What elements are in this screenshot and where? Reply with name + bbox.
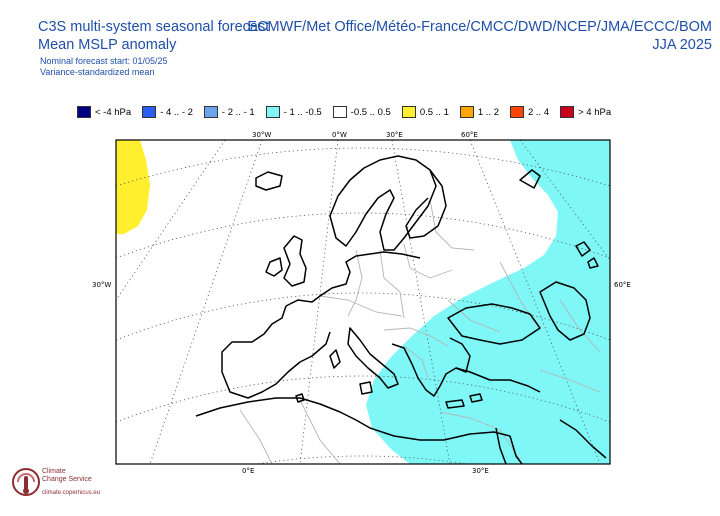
legend-item: > 4 hPa xyxy=(560,106,611,118)
header-subtitle: Nominal forecast start: 01/05/25 Varianc… xyxy=(40,56,168,78)
legend-swatch xyxy=(560,106,575,118)
coastlines xyxy=(195,155,607,464)
legend-item: - 2 .. - 1 xyxy=(203,106,255,118)
legend-label: -0.5 .. 0.5 xyxy=(350,106,391,118)
legend-label: > 4 hPa xyxy=(578,106,612,118)
color-legend: < -4 hPa - 4 .. - 2 - 2 .. - 1 - 1 .. -0.5 -… xyxy=(77,105,622,119)
copernicus-logo xyxy=(12,468,40,496)
tick-top-1: 30°W xyxy=(252,131,272,139)
legend-swatch xyxy=(401,106,416,118)
legend-label: 0.5 .. 1 xyxy=(419,106,449,118)
legend-swatch xyxy=(265,106,280,118)
legend-label: - 1 .. -0.5 xyxy=(283,106,322,118)
anomaly-region-west xyxy=(116,140,150,234)
season-label: JJA 2025 xyxy=(652,37,712,53)
tick-top-3: 30°E xyxy=(386,131,403,139)
systems-list: ECMWF/Met Office/Météo-France/CMCC/DWD/N… xyxy=(247,19,712,35)
legend-swatch xyxy=(459,106,474,118)
header-right: ECMWF/Met Office/Météo-France/CMCC/DWD/N… xyxy=(247,18,712,54)
legend-swatch xyxy=(203,106,218,118)
tick-left: 30°W xyxy=(92,281,112,289)
country-borders xyxy=(239,199,601,464)
legend-label: 1 .. 2 xyxy=(477,106,499,118)
legend-item: -0.5 .. 0.5 xyxy=(332,106,391,118)
title-line-1: C3S multi-system seasonal forecast xyxy=(38,19,270,35)
legend-label: - 2 .. - 1 xyxy=(221,106,255,118)
tick-bottom-1: 0°E xyxy=(242,467,255,475)
legend-swatch xyxy=(332,106,347,118)
tick-top-4: 60°E xyxy=(461,131,478,139)
logo-name-line-2: Change Service xyxy=(42,476,92,483)
tick-top-2: 0°W xyxy=(332,131,347,139)
legend-label: - 4 .. - 2 xyxy=(160,106,193,118)
logo-url: climate.copernicus.eu xyxy=(42,490,101,496)
legend-item: 0.5 .. 1 xyxy=(401,106,449,118)
subtitle-line-2: Variance-standardized mean xyxy=(40,67,155,77)
map-frame xyxy=(115,139,611,465)
legend-swatch xyxy=(510,106,524,118)
climate-logo-icon xyxy=(12,468,40,496)
logo-name: Climate Change Service xyxy=(42,468,92,484)
legend-item: 2 .. 4 xyxy=(510,106,549,118)
legend-swatch xyxy=(77,106,91,118)
legend-label: < -4 hPa xyxy=(95,106,132,118)
logo-name-line-1: Climate xyxy=(42,468,66,475)
tick-bottom-2: 30°E xyxy=(472,467,489,475)
title-line-2: Mean MSLP anomaly xyxy=(38,37,177,53)
legend-swatch xyxy=(142,106,157,118)
legend-item: < -4 hPa xyxy=(77,106,131,118)
subtitle-line-1: Nominal forecast start: 01/05/25 xyxy=(40,56,168,66)
graticule xyxy=(116,140,610,464)
legend-item: 1 .. 2 xyxy=(459,106,499,118)
legend-item: - 4 .. - 2 xyxy=(142,106,193,118)
header-title: C3S multi-system seasonal forecast Mean … xyxy=(38,18,269,54)
legend-label: 2 .. 4 xyxy=(528,106,550,118)
tick-right: 60°E xyxy=(614,281,631,289)
anomaly-region-east xyxy=(366,140,610,464)
legend-item: - 1 .. -0.5 xyxy=(265,106,322,118)
